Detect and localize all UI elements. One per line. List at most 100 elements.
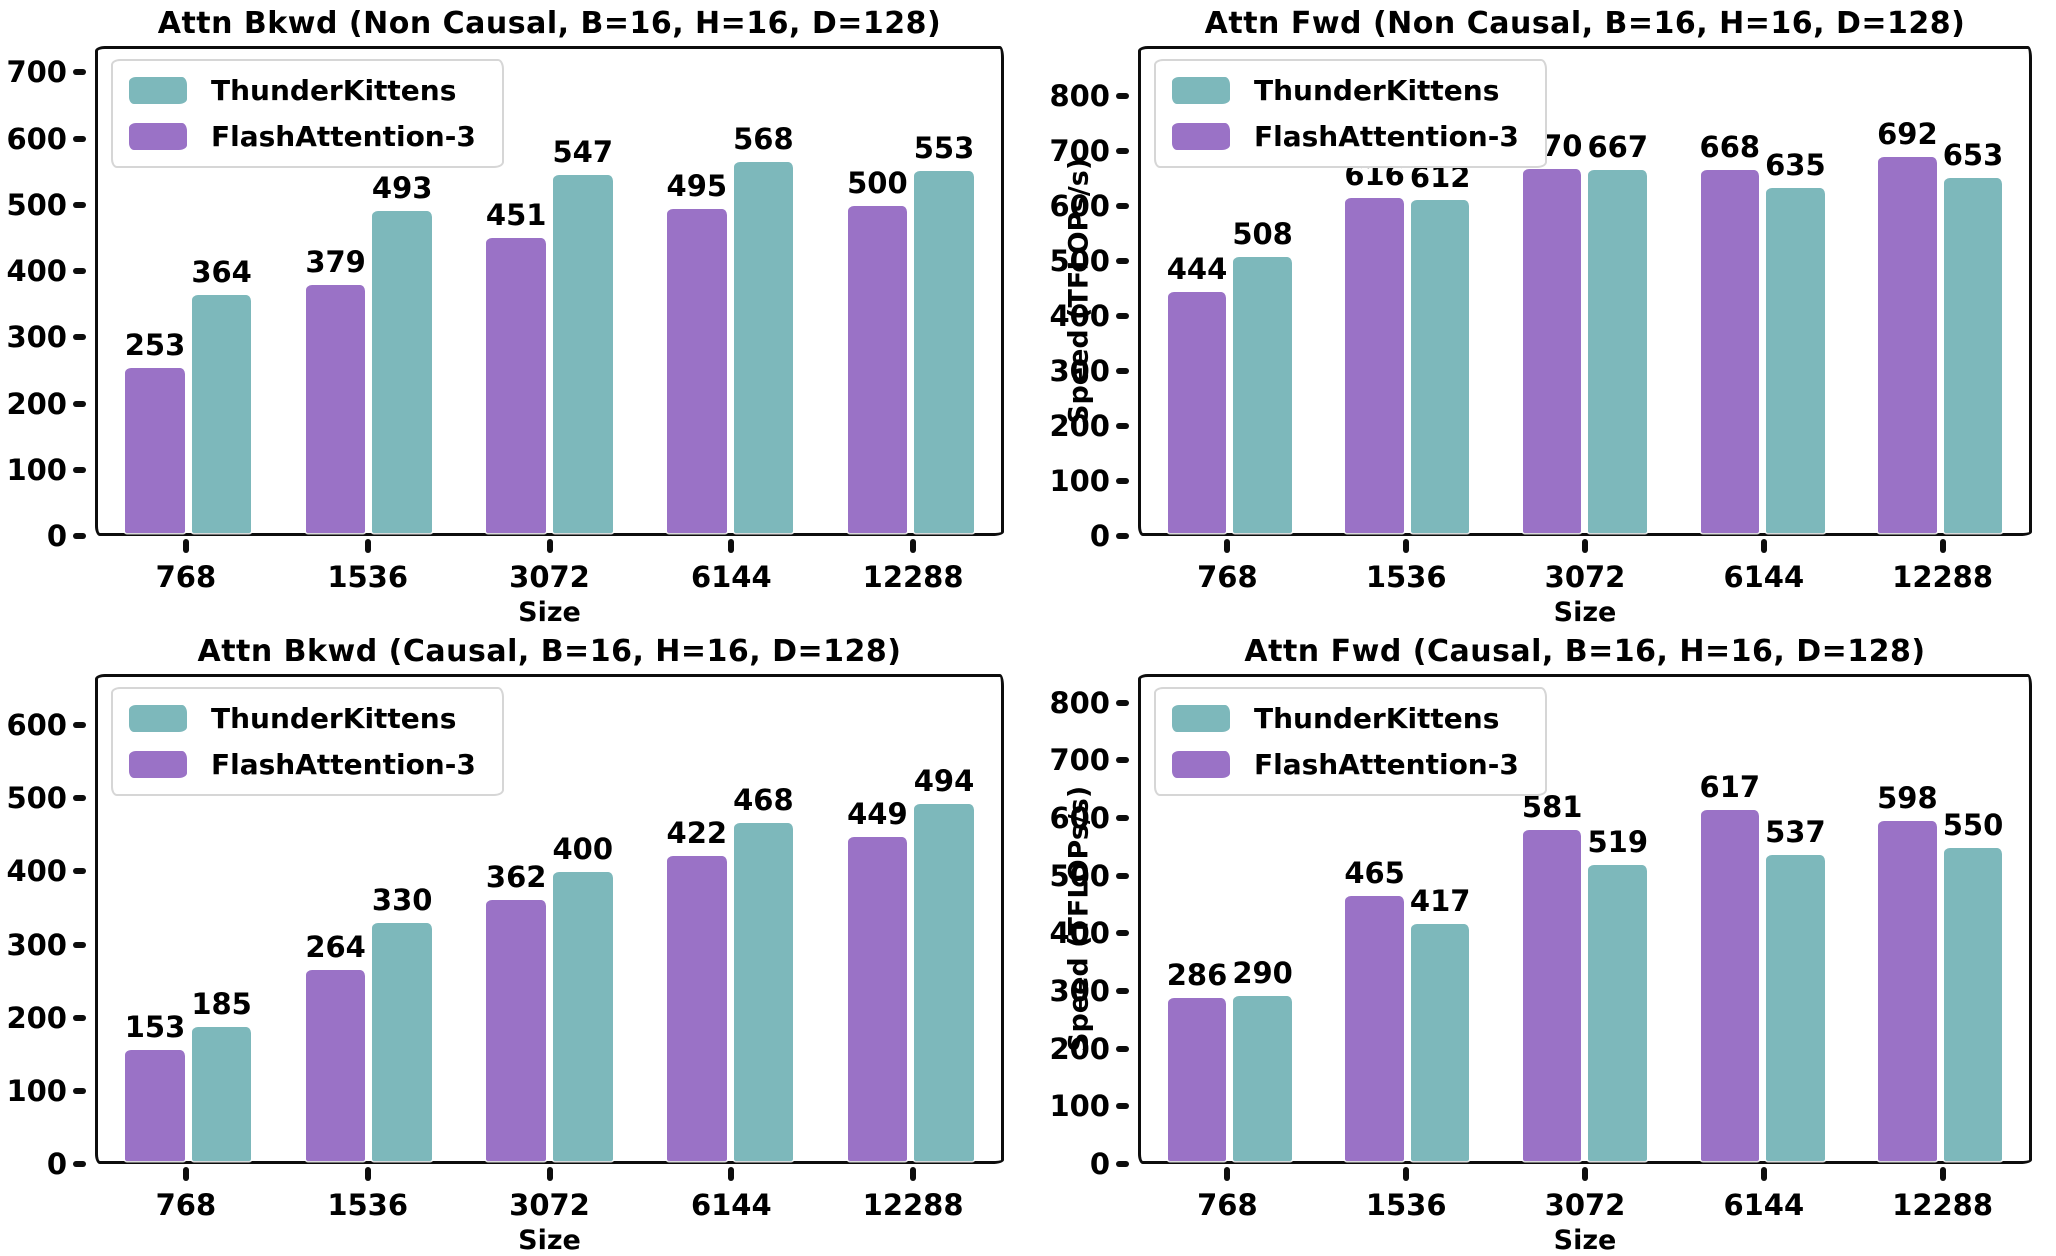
bar-thunderkittens: 400 bbox=[553, 832, 613, 1161]
x-tick-mark bbox=[1224, 1167, 1231, 1181]
y-tick-label: 600 bbox=[1049, 801, 1110, 836]
bar-flashattention-3: 362 bbox=[486, 860, 546, 1161]
x-tick-mark bbox=[182, 539, 189, 553]
bar-value-label: 362 bbox=[485, 859, 547, 894]
x-tick-label: 6144 bbox=[690, 1188, 772, 1222]
bar-group-768: 286 290 bbox=[1141, 677, 1319, 1161]
y-tick-mark bbox=[73, 334, 86, 341]
bar-value-label: 692 bbox=[1877, 116, 1938, 151]
chart-attn-fwd-non-causal: Attn Fwd (Non Causal, B=16, H=16, D=128)… bbox=[1028, 0, 2056, 628]
x-tick-label: 1536 bbox=[327, 560, 409, 594]
x-axis-ticks: 768 1536 3072 6144 12288 bbox=[1138, 1164, 2032, 1256]
x-tick-mark bbox=[1582, 539, 1588, 553]
bar-thunderkittens: 635 bbox=[1765, 148, 1826, 533]
bar-value-label: 667 bbox=[1587, 130, 1649, 165]
y-tick-label: 200 bbox=[6, 386, 67, 421]
bar-flashattention-3: 581 bbox=[1522, 790, 1582, 1161]
x-tick-mark bbox=[1760, 539, 1767, 553]
x-tick-label: 768 bbox=[155, 560, 217, 594]
bar-thunderkittens: 653 bbox=[1943, 138, 2003, 533]
bar-thunderkittens: 568 bbox=[733, 122, 794, 533]
legend-swatch-thunderkittens bbox=[129, 77, 187, 104]
bar-group-3072: 581 519 bbox=[1496, 677, 1674, 1161]
x-axis-label: Size bbox=[518, 597, 581, 628]
legend-item-thunderkittens: ThunderKittens bbox=[1172, 702, 1519, 735]
y-tick-label: 700 bbox=[1049, 133, 1110, 168]
y-tick-mark bbox=[1116, 312, 1129, 319]
bar-value-label: 468 bbox=[733, 782, 794, 817]
y-tick-mark bbox=[73, 69, 86, 76]
y-tick-mark bbox=[1116, 872, 1129, 879]
x-axis-label: Size bbox=[1553, 1225, 1617, 1256]
x-tick-mark bbox=[1403, 1167, 1410, 1181]
legend-swatch-flashattention-3 bbox=[1172, 123, 1230, 150]
bar-value-label: 494 bbox=[913, 764, 975, 799]
bars: 153 185 264 330 362 400 422 468 449 494 bbox=[98, 677, 1001, 1161]
y-tick-mark bbox=[1116, 533, 1129, 539]
bar-value-label: 253 bbox=[124, 327, 186, 362]
bar-value-label: 290 bbox=[1232, 955, 1293, 990]
plot-area: 286 290 465 417 581 519 617 537 598 550 ThunderKi… bbox=[1138, 674, 2032, 1164]
bar-thunderkittens: 537 bbox=[1765, 815, 1826, 1161]
legend-label: ThunderKittens bbox=[211, 74, 457, 107]
x-tick-label: 12288 bbox=[862, 1188, 964, 1222]
bar-flashattention-3: 616 bbox=[1344, 158, 1405, 533]
bar-flashattention-3: 379 bbox=[305, 245, 366, 533]
legend-swatch-flashattention-3 bbox=[1172, 751, 1230, 778]
legend-label: ThunderKittens bbox=[1254, 702, 1500, 735]
bar-flashattention-3: 286 bbox=[1167, 958, 1227, 1161]
bar-thunderkittens: 508 bbox=[1232, 217, 1293, 533]
legend-swatch-thunderkittens bbox=[1172, 705, 1230, 732]
y-tick-mark bbox=[1116, 147, 1129, 154]
y-tick-label: 300 bbox=[6, 927, 67, 962]
legend-item-flashattention-3: FlashAttention-3 bbox=[129, 120, 476, 153]
x-tick-label: 1536 bbox=[1365, 1188, 1447, 1222]
bar-group-12288: 692 653 bbox=[1851, 49, 2029, 533]
y-tick-label: 200 bbox=[6, 1000, 67, 1035]
x-tick-label: 768 bbox=[155, 1188, 217, 1222]
legend-swatch-thunderkittens bbox=[1172, 77, 1230, 104]
bar-value-label: 568 bbox=[733, 121, 794, 156]
bar-value-label: 364 bbox=[191, 254, 252, 289]
legend: ThunderKittens FlashAttention-3 bbox=[111, 59, 504, 168]
y-tick-mark bbox=[1116, 930, 1129, 937]
y-tick-mark bbox=[73, 1161, 86, 1167]
x-tick-label: 768 bbox=[1197, 1188, 1258, 1222]
y-tick-label: 700 bbox=[6, 55, 67, 90]
legend-label: FlashAttention-3 bbox=[1254, 120, 1519, 153]
bar-flashattention-3: 465 bbox=[1344, 856, 1405, 1161]
x-tick-label: 3072 bbox=[1544, 560, 1626, 594]
y-tick-mark bbox=[1116, 477, 1129, 484]
y-axis-ticks: 0 100 200 300 400 500 600 700 bbox=[0, 46, 95, 553]
bar-flashattention-3: 153 bbox=[125, 1010, 185, 1161]
legend: ThunderKittens FlashAttention-3 bbox=[1154, 687, 1547, 796]
chart-title: Attn Fwd (Causal, B=16, H=16, D=128) bbox=[1244, 634, 1926, 669]
x-tick-label: 1536 bbox=[1365, 560, 1447, 594]
bar-group-1536: 379 493 bbox=[279, 49, 460, 533]
bar-group-6144: 422 468 bbox=[640, 677, 821, 1161]
bar-group-12288: 598 550 bbox=[1851, 677, 2029, 1161]
y-tick-mark bbox=[1116, 1045, 1129, 1052]
bar-thunderkittens: 185 bbox=[191, 987, 252, 1161]
bar-thunderkittens: 493 bbox=[372, 171, 432, 533]
bar-value-label: 422 bbox=[666, 816, 728, 851]
y-tick-label: 0 bbox=[1089, 1147, 1110, 1181]
legend-item-thunderkittens: ThunderKittens bbox=[129, 702, 476, 735]
legend: ThunderKittens FlashAttention-3 bbox=[111, 687, 504, 796]
x-axis-ticks: 768 1536 3072 6144 12288 bbox=[95, 536, 1004, 628]
y-tick-mark bbox=[1116, 92, 1129, 99]
bar-value-label: 286 bbox=[1166, 958, 1228, 993]
bar-flashattention-3: 617 bbox=[1700, 770, 1760, 1161]
x-tick-mark bbox=[1582, 1167, 1588, 1181]
x-tick-mark bbox=[728, 1167, 735, 1181]
bar-thunderkittens: 612 bbox=[1410, 160, 1470, 533]
x-axis-ticks: 768 1536 3072 6144 12288 bbox=[95, 1164, 1004, 1256]
y-tick-label: 400 bbox=[6, 254, 67, 289]
x-axis-label: Size bbox=[1553, 597, 1617, 628]
y-tick-label: 200 bbox=[1049, 408, 1110, 443]
y-tick-mark bbox=[1116, 988, 1129, 995]
y-tick-label: 300 bbox=[1049, 353, 1110, 388]
x-tick-label: 1536 bbox=[327, 1188, 409, 1222]
bar-value-label: 465 bbox=[1344, 856, 1405, 891]
